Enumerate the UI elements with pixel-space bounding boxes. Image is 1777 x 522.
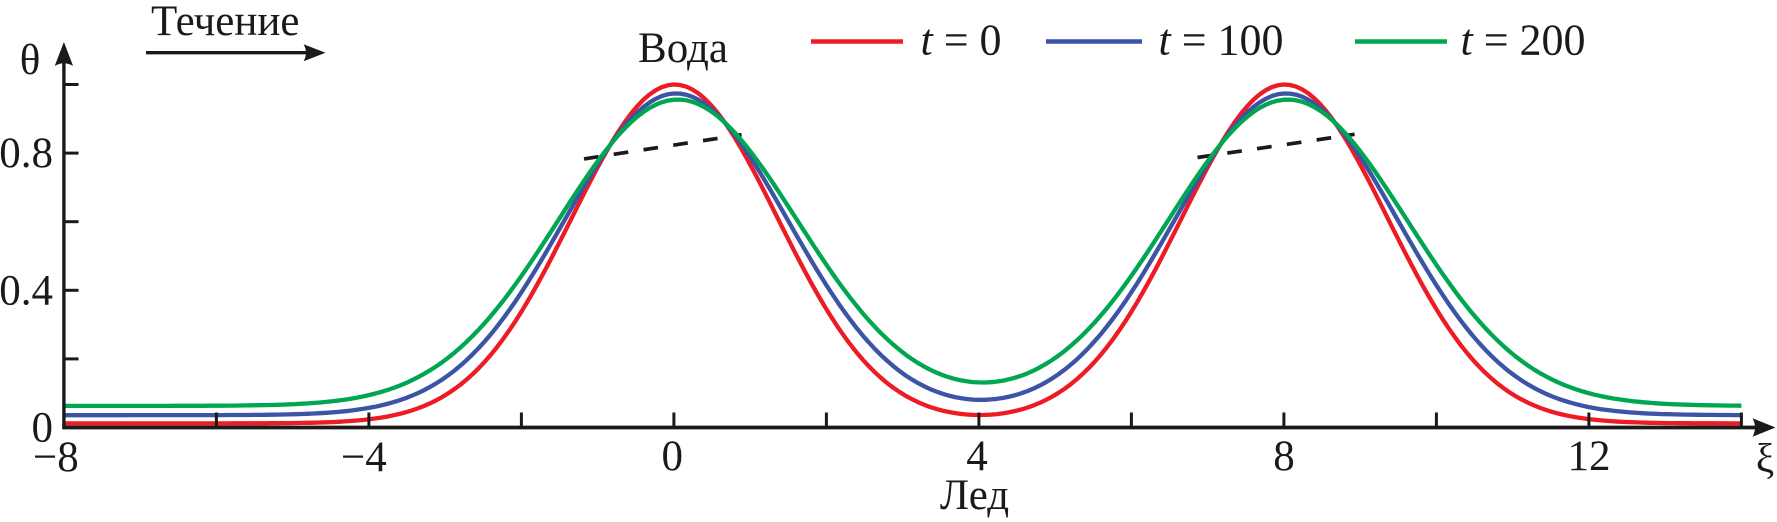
svg-text:0.8: 0.8 <box>0 130 53 177</box>
svg-text:Течение: Течение <box>151 0 299 45</box>
svg-text:−4: −4 <box>341 434 387 481</box>
svg-text:8: 8 <box>1273 433 1295 480</box>
svg-text:θ: θ <box>20 37 41 84</box>
svg-text:t = 100: t = 100 <box>1159 16 1284 65</box>
svg-text:0: 0 <box>662 433 684 480</box>
svg-text:t = 200: t = 200 <box>1461 16 1586 65</box>
svg-text:−8: −8 <box>33 434 79 481</box>
svg-text:0.4: 0.4 <box>0 267 53 314</box>
svg-text:ξ: ξ <box>1756 435 1774 481</box>
svg-text:0: 0 <box>32 405 54 452</box>
svg-text:t = 0: t = 0 <box>921 16 1002 65</box>
svg-text:4: 4 <box>966 433 988 480</box>
svg-text:Вода: Вода <box>638 25 728 72</box>
svg-text:12: 12 <box>1568 433 1611 480</box>
svg-text:Лед: Лед <box>940 472 1009 519</box>
